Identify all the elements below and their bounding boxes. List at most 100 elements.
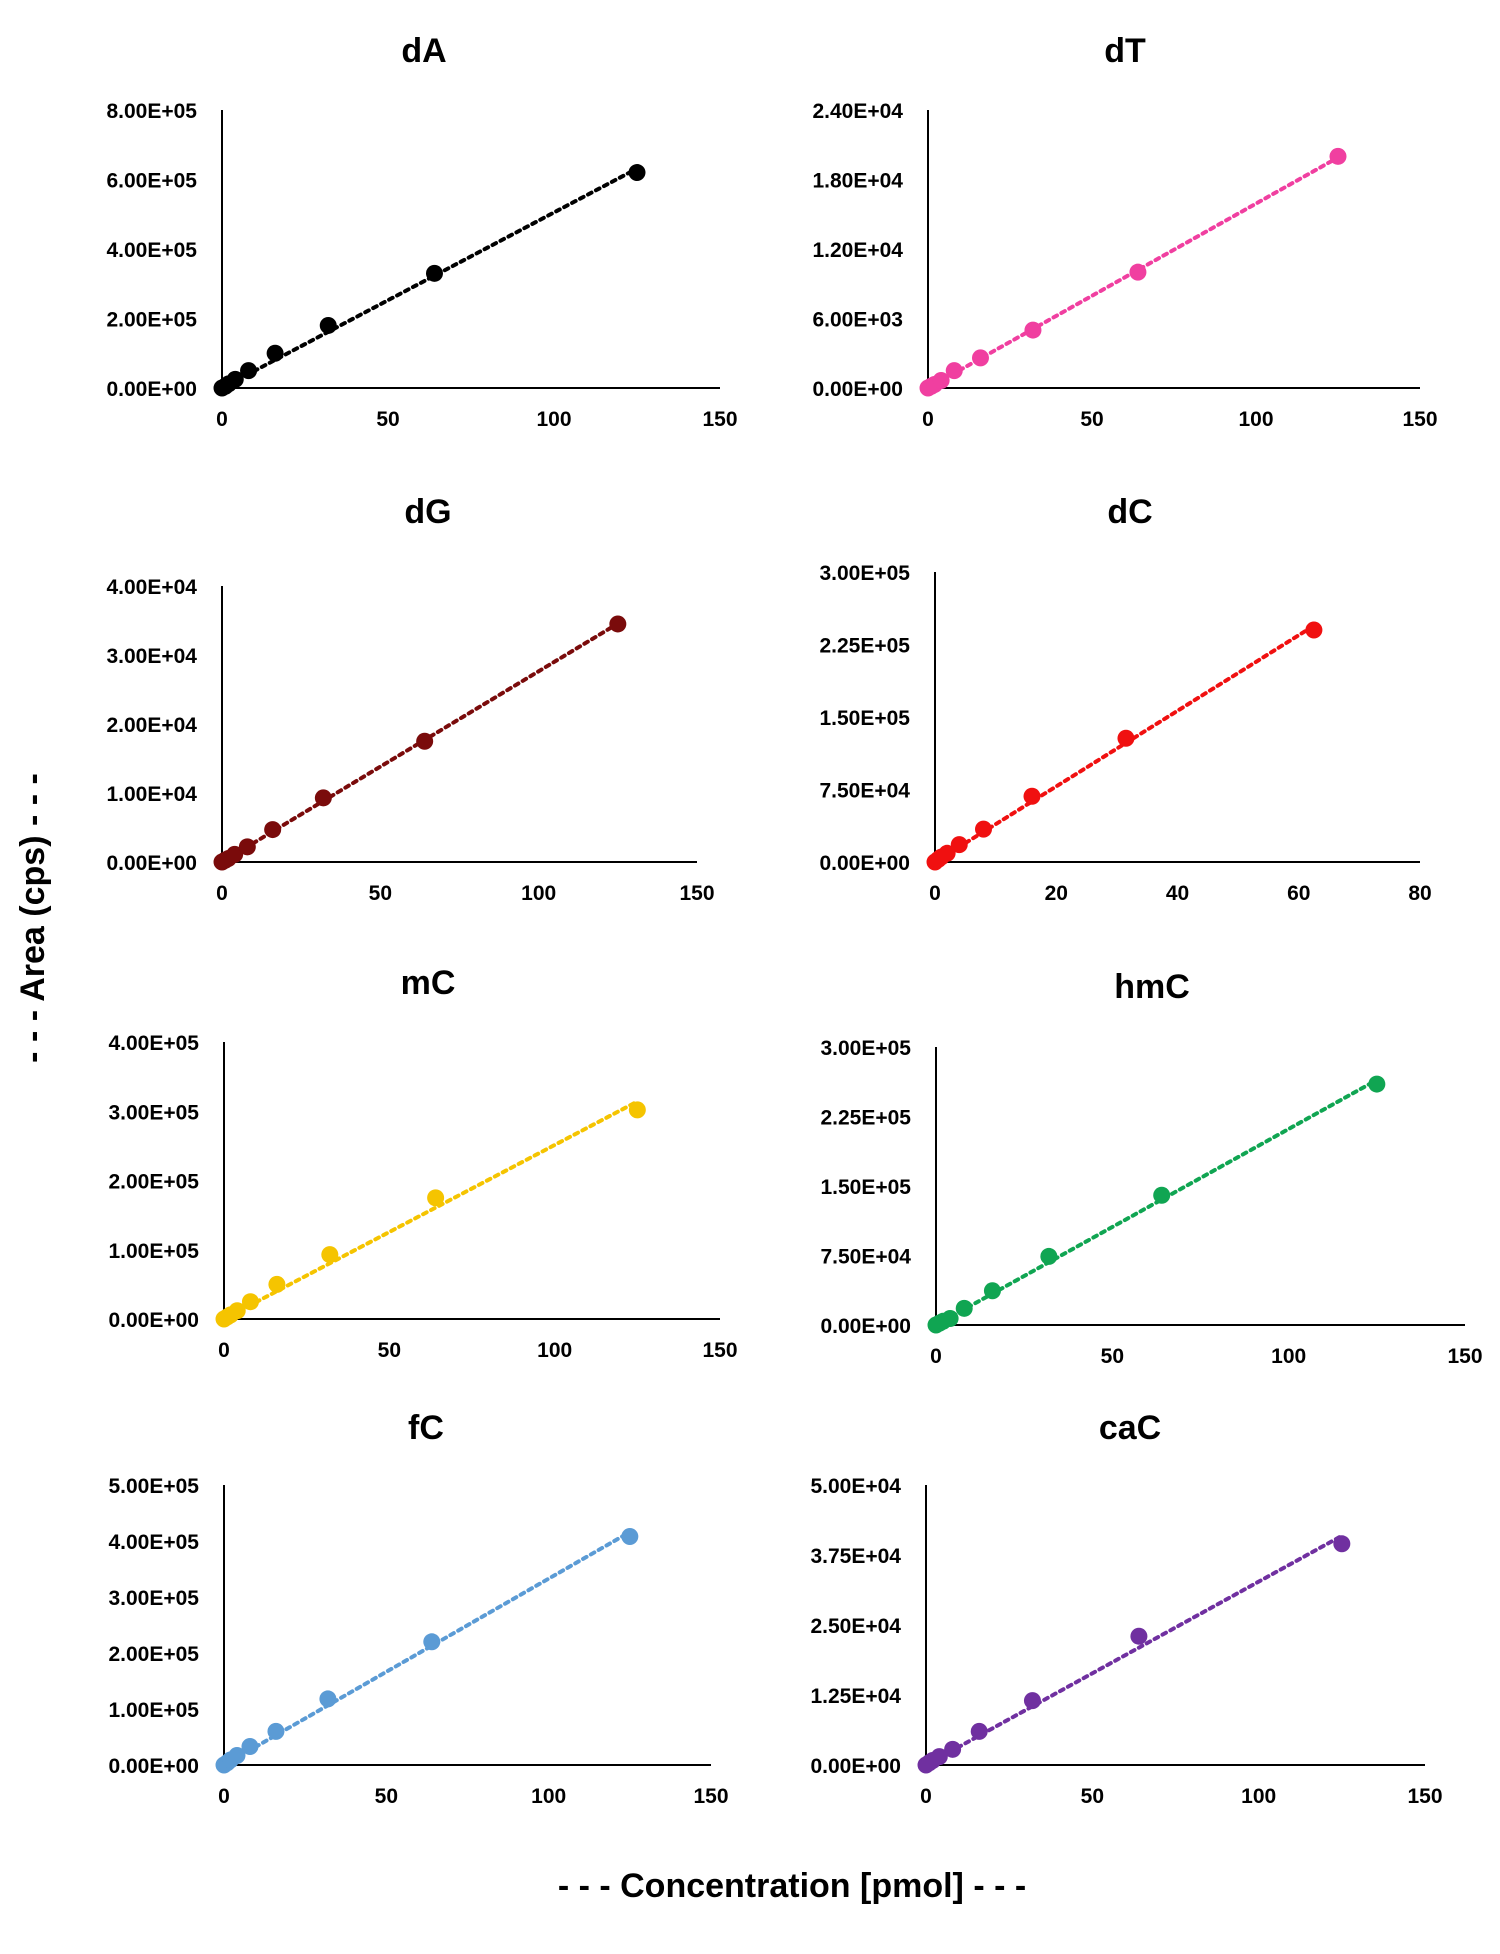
- data-point: [228, 1302, 246, 1320]
- data-point: [945, 362, 963, 380]
- y-tick-label: 2.40E+04: [812, 100, 903, 123]
- panel-title: dT: [1104, 32, 1146, 70]
- data-point: [1305, 621, 1323, 639]
- x-tick-label: 0: [920, 1785, 932, 1808]
- panel-title: dA: [401, 32, 446, 70]
- x-tick-label: 0: [218, 1339, 230, 1362]
- x-tick-label: 100: [521, 882, 556, 905]
- data-point: [1333, 1535, 1351, 1553]
- data-point: [268, 1275, 286, 1293]
- data-point: [238, 838, 256, 856]
- x-axis-title: - - - Concentration [pmol] - - -: [558, 1867, 1026, 1905]
- data-point: [970, 1722, 988, 1740]
- x-tick-label: 0: [930, 1345, 942, 1368]
- data-point: [609, 615, 627, 633]
- x-tick-label: 50: [1081, 1785, 1104, 1808]
- y-tick-label: 2.00E+05: [106, 309, 197, 332]
- data-point: [628, 1101, 646, 1119]
- chart-panel-dT: dT 0.00E+00 6.00E+03 1.20E+04 1.80E+04 2.40E+…: [812, 32, 1437, 431]
- panel-title: dG: [404, 493, 451, 531]
- x-tick-label: 150: [702, 1339, 737, 1362]
- y-tick-label: 2.25E+05: [819, 635, 910, 658]
- data-point: [1117, 729, 1135, 747]
- data-point: [1023, 1692, 1041, 1710]
- data-point: [930, 1748, 948, 1766]
- y-tick-label: 0.00E+00: [108, 1309, 199, 1332]
- y-tick-label: 1.25E+04: [810, 1685, 901, 1708]
- data-point: [938, 844, 956, 862]
- y-tick-label: 1.20E+04: [812, 239, 903, 262]
- y-tick-label: 3.00E+05: [108, 1101, 199, 1124]
- y-tick-label: 1.50E+05: [819, 707, 910, 730]
- trendline: [934, 1077, 1379, 1327]
- y-tick-label: 3.00E+05: [820, 1037, 911, 1060]
- y-tick-label: 3.75E+04: [810, 1545, 901, 1568]
- x-tick-label: 100: [537, 1339, 572, 1362]
- data-point: [267, 1722, 285, 1740]
- y-tick-label: 5.00E+04: [810, 1475, 901, 1498]
- y-tick-label: 4.00E+05: [106, 239, 197, 262]
- x-tick-label: 150: [1447, 1345, 1482, 1368]
- y-tick-label: 2.25E+05: [820, 1107, 911, 1130]
- x-tick-label: 50: [376, 408, 399, 431]
- x-tick-label: 150: [679, 882, 714, 905]
- chart-panel-dA: dA 0.00E+00 2.00E+05 4.00E+05 6.00E+05 8.00E+…: [106, 32, 737, 431]
- y-tick-label: 0.00E+00: [106, 378, 197, 401]
- data-point: [416, 732, 434, 750]
- x-tick-label: 100: [536, 408, 571, 431]
- x-tick-label: 50: [1101, 1345, 1124, 1368]
- data-point: [1023, 787, 1041, 805]
- x-tick-label: 150: [1402, 408, 1437, 431]
- panel-title: caC: [1099, 1409, 1161, 1447]
- data-point: [226, 370, 244, 388]
- x-tick-label: 0: [922, 408, 934, 431]
- data-point: [628, 164, 646, 182]
- data-point: [1368, 1075, 1386, 1093]
- y-tick-label: 0.00E+00: [812, 378, 903, 401]
- y-tick-label: 1.00E+05: [108, 1699, 199, 1722]
- x-tick-label: 150: [1407, 1785, 1442, 1808]
- y-tick-label: 3.00E+05: [108, 1587, 199, 1610]
- data-point: [971, 349, 989, 367]
- x-tick-label: 100: [1271, 1345, 1306, 1368]
- y-tick-label: 0.00E+00: [820, 1315, 911, 1338]
- data-point: [228, 1746, 246, 1764]
- y-tick-label: 0.00E+00: [108, 1755, 199, 1778]
- x-tick-label: 50: [378, 1339, 401, 1362]
- x-tick-label: 50: [375, 1785, 398, 1808]
- x-tick-label: 0: [216, 408, 228, 431]
- x-tick-label: 20: [1045, 882, 1068, 905]
- data-point: [240, 362, 258, 380]
- data-point: [1129, 263, 1147, 281]
- y-tick-label: 7.50E+04: [820, 1246, 911, 1269]
- y-tick-label: 6.00E+05: [106, 170, 197, 193]
- data-point: [319, 1690, 337, 1708]
- data-point: [983, 1282, 1001, 1300]
- data-point: [427, 1189, 445, 1207]
- panel-title: mC: [401, 964, 456, 1002]
- x-tick-label: 60: [1287, 882, 1310, 905]
- y-tick-label: 2.50E+04: [810, 1615, 901, 1638]
- panel-title: fC: [408, 1409, 444, 1447]
- y-tick-label: 2.00E+05: [108, 1171, 199, 1194]
- trendline: [222, 1099, 640, 1321]
- data-point: [1329, 147, 1347, 165]
- y-tick-label: 4.00E+05: [108, 1032, 199, 1055]
- y-tick-label: 2.00E+05: [108, 1643, 199, 1666]
- data-point: [932, 371, 950, 389]
- data-point: [266, 344, 284, 362]
- x-tick-label: 100: [1238, 408, 1273, 431]
- y-tick-label: 3.00E+04: [106, 645, 197, 668]
- data-point: [975, 820, 992, 838]
- chart-panel-hmC: hmC 0.00E+00 7.50E+04 1.50E+05 2.25E+05 3.00E…: [820, 968, 1482, 1368]
- x-tick-label: 150: [693, 1785, 728, 1808]
- y-tick-label: 3.00E+05: [819, 562, 910, 585]
- x-tick-label: 50: [369, 882, 392, 905]
- data-point: [264, 821, 282, 839]
- y-tick-label: 1.50E+05: [820, 1176, 911, 1199]
- y-tick-label: 8.00E+05: [106, 100, 197, 123]
- x-tick-label: 80: [1408, 882, 1431, 905]
- trendline: [220, 621, 620, 864]
- chart-panel-caC: caC 0.00E+00 1.25E+04 2.50E+04 3.75E+04 5.00E…: [810, 1409, 1442, 1808]
